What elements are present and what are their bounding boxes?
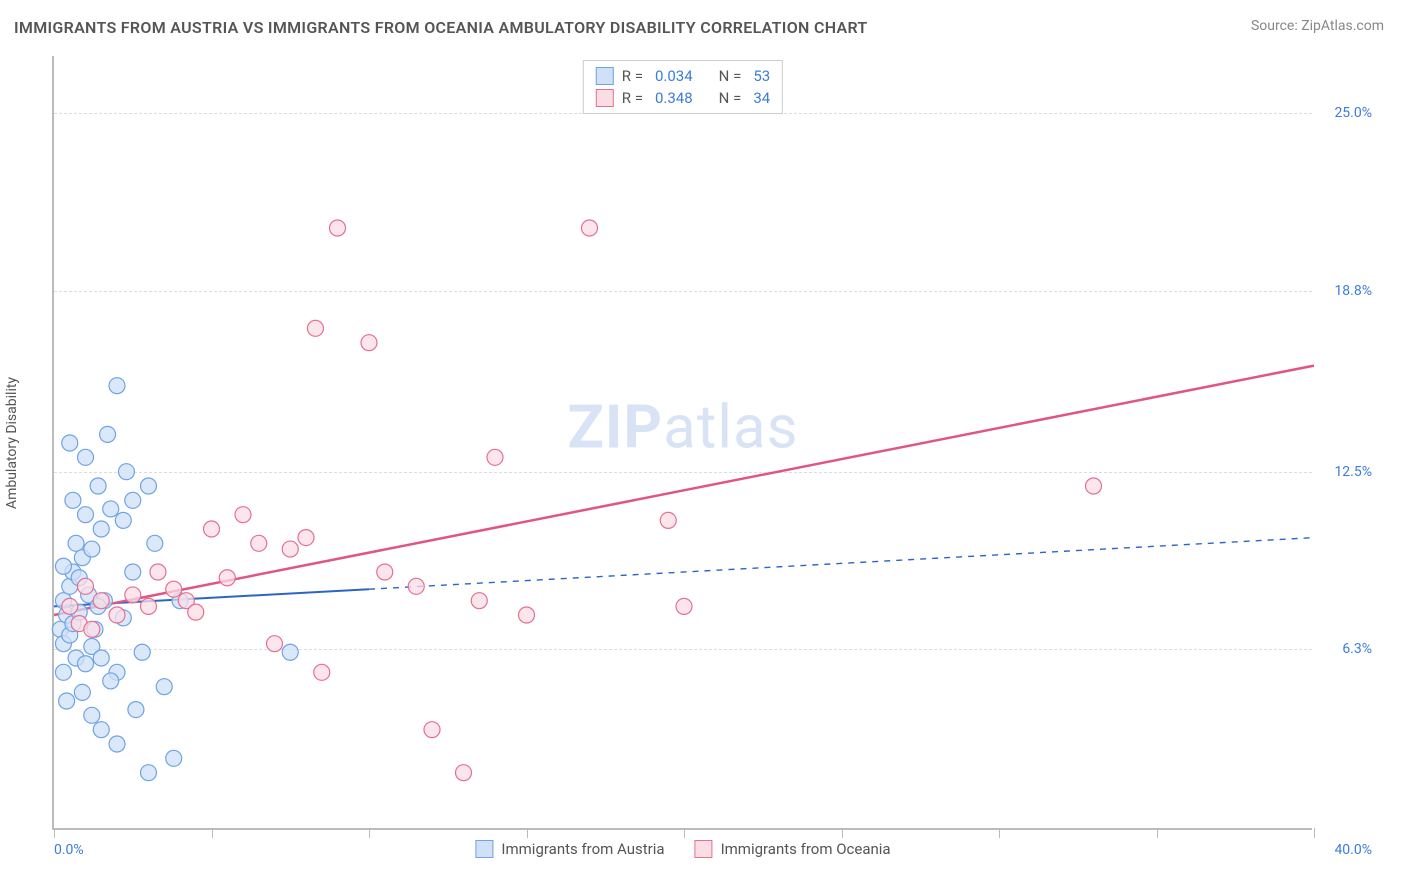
legend-label-austria: Immigrants from Austria xyxy=(501,840,664,858)
y-tick-label: 12.5% xyxy=(1334,464,1372,480)
legend-r-label: R = xyxy=(622,67,643,85)
legend-n-label: N = xyxy=(719,89,742,107)
source-attribution: Source: ZipAtlas.com xyxy=(1251,18,1384,34)
legend-n-value-oceania: 34 xyxy=(753,89,770,107)
legend-item-oceania: Immigrants from Oceania xyxy=(695,840,891,858)
legend-r-value-oceania: 0.348 xyxy=(655,89,693,107)
swatch-oceania xyxy=(695,840,713,858)
y-tick-label: 18.8% xyxy=(1334,283,1372,299)
legend-series: Immigrants from Austria Immigrants from … xyxy=(475,840,890,858)
y-axis-label: Ambulatory Disability xyxy=(4,377,20,509)
legend-stats-row-austria: R = 0.034 N = 53 xyxy=(596,65,770,87)
plot-area: ZIPatlas 6.3%12.5%18.8%25.0% R = 0.034 N… xyxy=(52,56,1312,830)
swatch-austria xyxy=(475,840,493,858)
legend-stats-row-oceania: R = 0.348 N = 34 xyxy=(596,87,770,109)
chart-title: IMMIGRANTS FROM AUSTRIA VS IMMIGRANTS FR… xyxy=(14,18,868,37)
x-tick xyxy=(1314,828,1315,838)
legend-r-value-austria: 0.034 xyxy=(655,67,693,85)
legend-n-value-austria: 53 xyxy=(753,67,770,85)
correlation-chart: Ambulatory Disability ZIPatlas 6.3%12.5%… xyxy=(52,56,1382,830)
swatch-oceania xyxy=(596,89,614,107)
legend-r-label: R = xyxy=(622,89,643,107)
legend-n-label: N = xyxy=(719,67,742,85)
y-tick-label: 6.3% xyxy=(1342,641,1372,657)
scatter-points xyxy=(54,56,1314,830)
x-axis-max-label: 40.0% xyxy=(1334,842,1372,858)
legend-label-oceania: Immigrants from Oceania xyxy=(721,840,891,858)
swatch-austria xyxy=(596,67,614,85)
y-tick-label: 25.0% xyxy=(1334,105,1372,121)
legend-stats: R = 0.034 N = 53 R = 0.348 N = 34 xyxy=(583,60,783,114)
legend-item-austria: Immigrants from Austria xyxy=(475,840,664,858)
x-axis-min-label: 0.0% xyxy=(54,842,84,858)
